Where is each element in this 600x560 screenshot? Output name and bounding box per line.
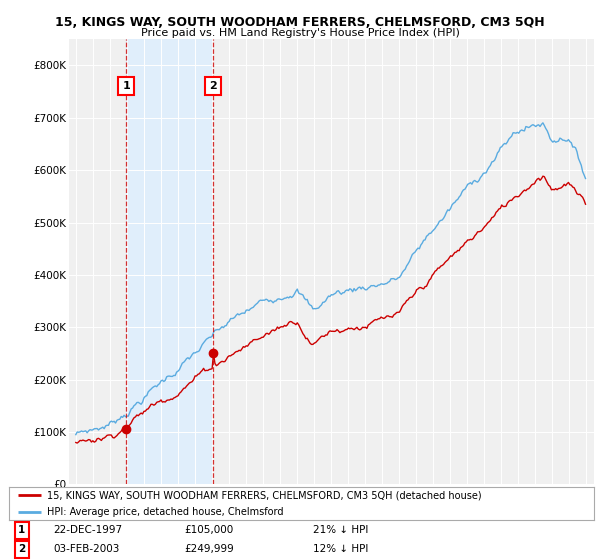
- Text: 22-DEC-1997: 22-DEC-1997: [53, 525, 122, 535]
- Text: 15, KINGS WAY, SOUTH WOODHAM FERRERS, CHELMSFORD, CM3 5QH: 15, KINGS WAY, SOUTH WOODHAM FERRERS, CH…: [55, 16, 545, 29]
- Text: 21% ↓ HPI: 21% ↓ HPI: [313, 525, 368, 535]
- Text: £105,000: £105,000: [185, 525, 234, 535]
- Text: 2: 2: [209, 81, 217, 91]
- Text: HPI: Average price, detached house, Chelmsford: HPI: Average price, detached house, Chel…: [47, 507, 284, 517]
- Text: £249,999: £249,999: [185, 544, 234, 554]
- Text: 1: 1: [18, 525, 25, 535]
- Text: 1: 1: [122, 81, 130, 91]
- Bar: [126, 39, 213, 484]
- Text: Price paid vs. HM Land Registry's House Price Index (HPI): Price paid vs. HM Land Registry's House …: [140, 28, 460, 38]
- Text: 2: 2: [18, 544, 25, 554]
- Text: 03-FEB-2003: 03-FEB-2003: [53, 544, 119, 554]
- Text: 12% ↓ HPI: 12% ↓ HPI: [313, 544, 368, 554]
- Text: 15, KINGS WAY, SOUTH WOODHAM FERRERS, CHELMSFORD, CM3 5QH (detached house): 15, KINGS WAY, SOUTH WOODHAM FERRERS, CH…: [47, 491, 482, 501]
